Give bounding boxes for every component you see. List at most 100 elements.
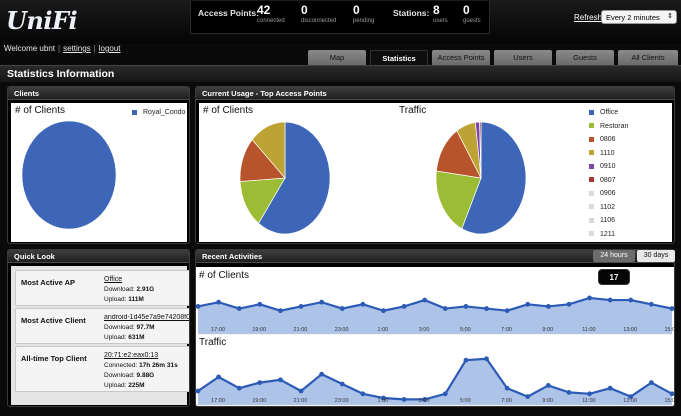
recent-traffic-point[interactable] [401, 397, 407, 402]
recent-clients-x-tick: 21:00 [294, 327, 308, 333]
recent-clients-x-tick: 17:00 [211, 327, 225, 333]
recent-traffic-point[interactable] [236, 385, 242, 391]
clients-pie-chart [21, 120, 117, 230]
recent-clients-point[interactable] [236, 306, 242, 311]
recent-traffic-point[interactable] [339, 381, 345, 387]
recent-clients-point[interactable] [504, 308, 510, 314]
most-active-ap-label: Most Active AP [21, 278, 76, 287]
recent-traffic-point[interactable] [360, 391, 366, 397]
stations-guests-label: guests [463, 18, 481, 24]
recent-traffic-point[interactable] [587, 391, 592, 397]
most-active-client-link[interactable]: android-1d45e7a9e74208f0 [104, 314, 190, 321]
recent-traffic-point[interactable] [298, 388, 304, 394]
recent-traffic-point[interactable] [216, 374, 222, 380]
recent-traffic-x-tick: 19:00 [252, 398, 266, 404]
page-title-bar: Statistics Information [0, 65, 681, 82]
recent-traffic-point[interactable] [525, 394, 531, 399]
recent-traffic-point[interactable] [278, 377, 283, 383]
refresh-interval-select[interactable]: Every 2 minutes ⇕ [601, 10, 677, 24]
legend-swatch [132, 109, 137, 115]
recent-clients-point[interactable] [607, 297, 613, 303]
recent-clients-point[interactable] [463, 304, 469, 309]
recent-clients-point[interactable] [319, 299, 325, 305]
recent-traffic-point[interactable] [566, 390, 572, 395]
tab-statistics[interactable]: Statistics [370, 50, 428, 65]
recent-traffic-x-tick: 3:00 [419, 398, 430, 404]
recent-traffic-point[interactable] [628, 394, 634, 399]
most-active-ap-link[interactable]: Office [104, 276, 123, 283]
legend-swatch [589, 109, 594, 115]
recent-clients-point[interactable] [484, 306, 489, 311]
recent-traffic-point[interactable] [196, 388, 201, 394]
recent-clients-point[interactable] [545, 304, 551, 309]
recent-clients-point[interactable] [257, 301, 263, 307]
ap-pending-stat: 0 pending [353, 3, 374, 24]
tab-access-points[interactable]: Access Points [432, 50, 490, 65]
all-time-top-client-link[interactable]: 20:71:e2:eax0:13 [104, 352, 159, 359]
legend-swatch [589, 231, 594, 237]
recent-clients-point[interactable] [216, 299, 222, 305]
recent-clients-point[interactable] [381, 308, 386, 314]
recent-clients-point[interactable] [196, 304, 201, 309]
recent-traffic-point[interactable] [257, 380, 263, 385]
recent-traffic-chart-title: Traffic [199, 337, 227, 348]
ap-legend-item: 1106 [589, 217, 628, 231]
recent-traffic-point[interactable] [463, 357, 469, 363]
recent-traffic-point[interactable] [545, 383, 551, 388]
top-header: UniFi Access Points: 42 connected 0 disc… [0, 0, 681, 44]
recent-clients-point[interactable] [525, 301, 531, 307]
recent-clients-point[interactable] [628, 297, 634, 303]
recent-activities-panel: Recent Activities # of Clients Traffic 1… [195, 249, 675, 407]
range-24-hours-button[interactable]: 24 hours [593, 250, 635, 262]
tab-all-clients[interactable]: All Clients [618, 50, 678, 65]
recent-traffic-point[interactable] [607, 385, 613, 391]
ap-traffic-pie-slice [435, 170, 482, 230]
recent-traffic-point[interactable] [442, 391, 448, 397]
tab-map[interactable]: Map [308, 50, 366, 65]
recent-clients-point[interactable] [587, 295, 592, 301]
recent-clients-point[interactable] [339, 306, 345, 311]
recent-clients-point[interactable] [648, 301, 654, 307]
quick-look-panel-header: Quick Look [8, 250, 189, 263]
tab-users[interactable]: Users [494, 50, 552, 65]
recent-traffic-x-tick: 1:00 [378, 398, 389, 404]
recent-clients-line [197, 296, 673, 312]
recent-traffic-point[interactable] [504, 385, 510, 391]
recent-clients-point[interactable] [278, 308, 283, 314]
welcome-text: Welcome ubnt [4, 44, 55, 53]
range-30-days-button[interactable]: 30 days [637, 250, 675, 262]
legend-swatch [589, 150, 594, 156]
ap-clients-chart-title: # of Clients [203, 105, 254, 116]
logout-link[interactable]: logout [98, 44, 121, 53]
ap-connected-label: connected [257, 18, 285, 24]
recent-clients-point[interactable] [669, 306, 674, 311]
ap-disconnected-count: 0 [301, 3, 308, 17]
recent-clients-point[interactable] [401, 304, 407, 309]
tab-guests[interactable]: Guests [556, 50, 614, 65]
recent-traffic-point[interactable] [648, 380, 654, 385]
legend-swatch [589, 217, 594, 223]
ap-pending-label: pending [353, 18, 375, 24]
ap-clients-pie-chart [239, 121, 527, 235]
recent-traffic-area [198, 358, 672, 405]
all-time-top-client-label: All-time Top Client [21, 354, 87, 363]
recent-traffic-point[interactable] [319, 371, 325, 377]
recent-clients-point[interactable] [566, 301, 572, 307]
recent-activities-area-charts: 17:00 19:00 21:00 23:00 1:00 3:00 5:00 7:00 9:00… [196, 295, 674, 406]
recent-clients-x-tick: 1:00 [378, 327, 389, 333]
recent-clients-point[interactable] [422, 297, 428, 303]
refresh-link[interactable]: Refresh [574, 13, 603, 22]
recent-clients-point[interactable] [442, 306, 448, 311]
recent-traffic-point[interactable] [381, 395, 386, 401]
recent-clients-point[interactable] [298, 304, 304, 309]
data-point-tooltip: 17 [598, 269, 630, 285]
recent-traffic-point[interactable] [484, 356, 489, 362]
stations-guests-stat: 0 guests [463, 3, 481, 24]
recent-activities-panel-title: Recent Activities [202, 252, 263, 261]
settings-link[interactable]: settings [63, 44, 91, 53]
recent-traffic-point[interactable] [669, 391, 674, 397]
unifi-logo: UniFi [6, 6, 78, 35]
recent-traffic-point[interactable] [422, 397, 428, 402]
recent-clients-x-tick: 3:00 [419, 327, 430, 333]
recent-clients-point[interactable] [360, 301, 366, 307]
